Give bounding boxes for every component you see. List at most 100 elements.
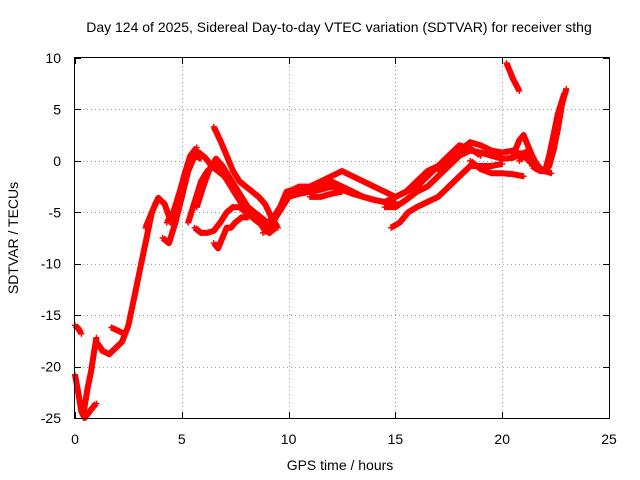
data-point	[541, 168, 548, 175]
series-sat-21	[467, 157, 527, 180]
data-point	[85, 379, 92, 385]
data-point	[181, 172, 188, 179]
data-point	[163, 205, 170, 212]
data-point	[210, 240, 217, 247]
data-point	[133, 282, 140, 289]
data-point	[419, 186, 426, 193]
data-point	[223, 209, 230, 216]
data-point	[511, 148, 518, 155]
data-point	[520, 152, 527, 159]
data-point	[249, 188, 256, 195]
data-point	[245, 214, 251, 221]
data-point	[225, 173, 232, 180]
data-point	[147, 213, 154, 220]
data-point	[381, 188, 388, 195]
data-point	[210, 123, 217, 130]
data-point	[144, 229, 151, 236]
data-point	[493, 162, 500, 168]
data-point	[277, 204, 284, 211]
data-point	[258, 197, 265, 204]
data-point	[499, 155, 506, 162]
data-point	[387, 196, 394, 203]
data-point	[257, 214, 264, 221]
data-point	[131, 291, 138, 298]
data-point	[371, 183, 377, 190]
data-point	[328, 183, 335, 190]
data-point	[236, 178, 243, 185]
data-point	[196, 195, 203, 202]
data-point	[262, 201, 269, 208]
data-point	[392, 222, 399, 229]
series-sat-25	[529, 91, 568, 175]
data-point	[217, 219, 224, 226]
data-point	[435, 168, 442, 175]
data-point	[396, 219, 403, 226]
data-point	[129, 304, 136, 311]
data-point	[561, 91, 568, 97]
data-point	[312, 193, 319, 200]
data-point	[227, 176, 234, 183]
data-point	[527, 151, 533, 157]
data-point	[218, 141, 225, 148]
data-point	[477, 149, 484, 156]
data-point	[499, 160, 506, 167]
data-point	[185, 219, 192, 226]
data-point	[96, 343, 103, 350]
data-point	[467, 147, 474, 154]
plot-frame	[74, 57, 610, 419]
data-point	[242, 200, 249, 207]
data-point	[513, 145, 520, 151]
data-point	[442, 187, 449, 193]
data-point	[344, 188, 351, 195]
data-point	[193, 204, 200, 211]
data-point	[272, 211, 279, 217]
data-point	[290, 192, 297, 199]
y-tick-label: -10	[41, 256, 61, 272]
data-point	[158, 198, 165, 204]
y-tick-label: -25	[41, 410, 61, 426]
data-point	[145, 217, 152, 223]
data-point	[169, 227, 176, 234]
data-point	[323, 175, 329, 182]
data-point	[409, 206, 416, 213]
data-point	[360, 193, 367, 200]
data-point	[170, 209, 177, 216]
data-point	[548, 170, 555, 177]
data-point	[123, 326, 130, 333]
data-point	[323, 192, 329, 199]
data-point	[556, 107, 562, 114]
data-point	[216, 159, 223, 166]
data-point	[238, 214, 245, 221]
data-point	[217, 137, 224, 144]
data-point	[215, 245, 222, 252]
data-point	[435, 173, 442, 180]
series-sat-13	[210, 214, 251, 252]
data-point	[424, 183, 431, 190]
data-point	[328, 173, 335, 180]
data-point	[219, 216, 226, 223]
y-tick-label: -20	[41, 359, 61, 375]
data-point	[189, 207, 196, 214]
data-point	[221, 212, 228, 219]
data-point	[563, 85, 570, 92]
data-point	[420, 176, 427, 183]
data-point	[239, 181, 246, 187]
data-point	[278, 200, 285, 207]
data-point	[195, 149, 202, 156]
data-point	[263, 227, 270, 234]
data-point	[339, 168, 345, 175]
data-point	[483, 151, 490, 158]
data-point	[235, 217, 242, 223]
data-point	[232, 219, 239, 226]
data-point	[520, 132, 527, 139]
data-point	[75, 325, 82, 332]
data-point	[174, 196, 181, 203]
data-point	[186, 215, 193, 222]
y-tick-label: 0	[53, 153, 61, 169]
data-point	[381, 199, 388, 205]
data-point	[221, 166, 228, 173]
data-point	[493, 170, 500, 177]
data-point	[514, 141, 521, 148]
data-point	[76, 399, 83, 406]
data-point	[516, 157, 523, 164]
